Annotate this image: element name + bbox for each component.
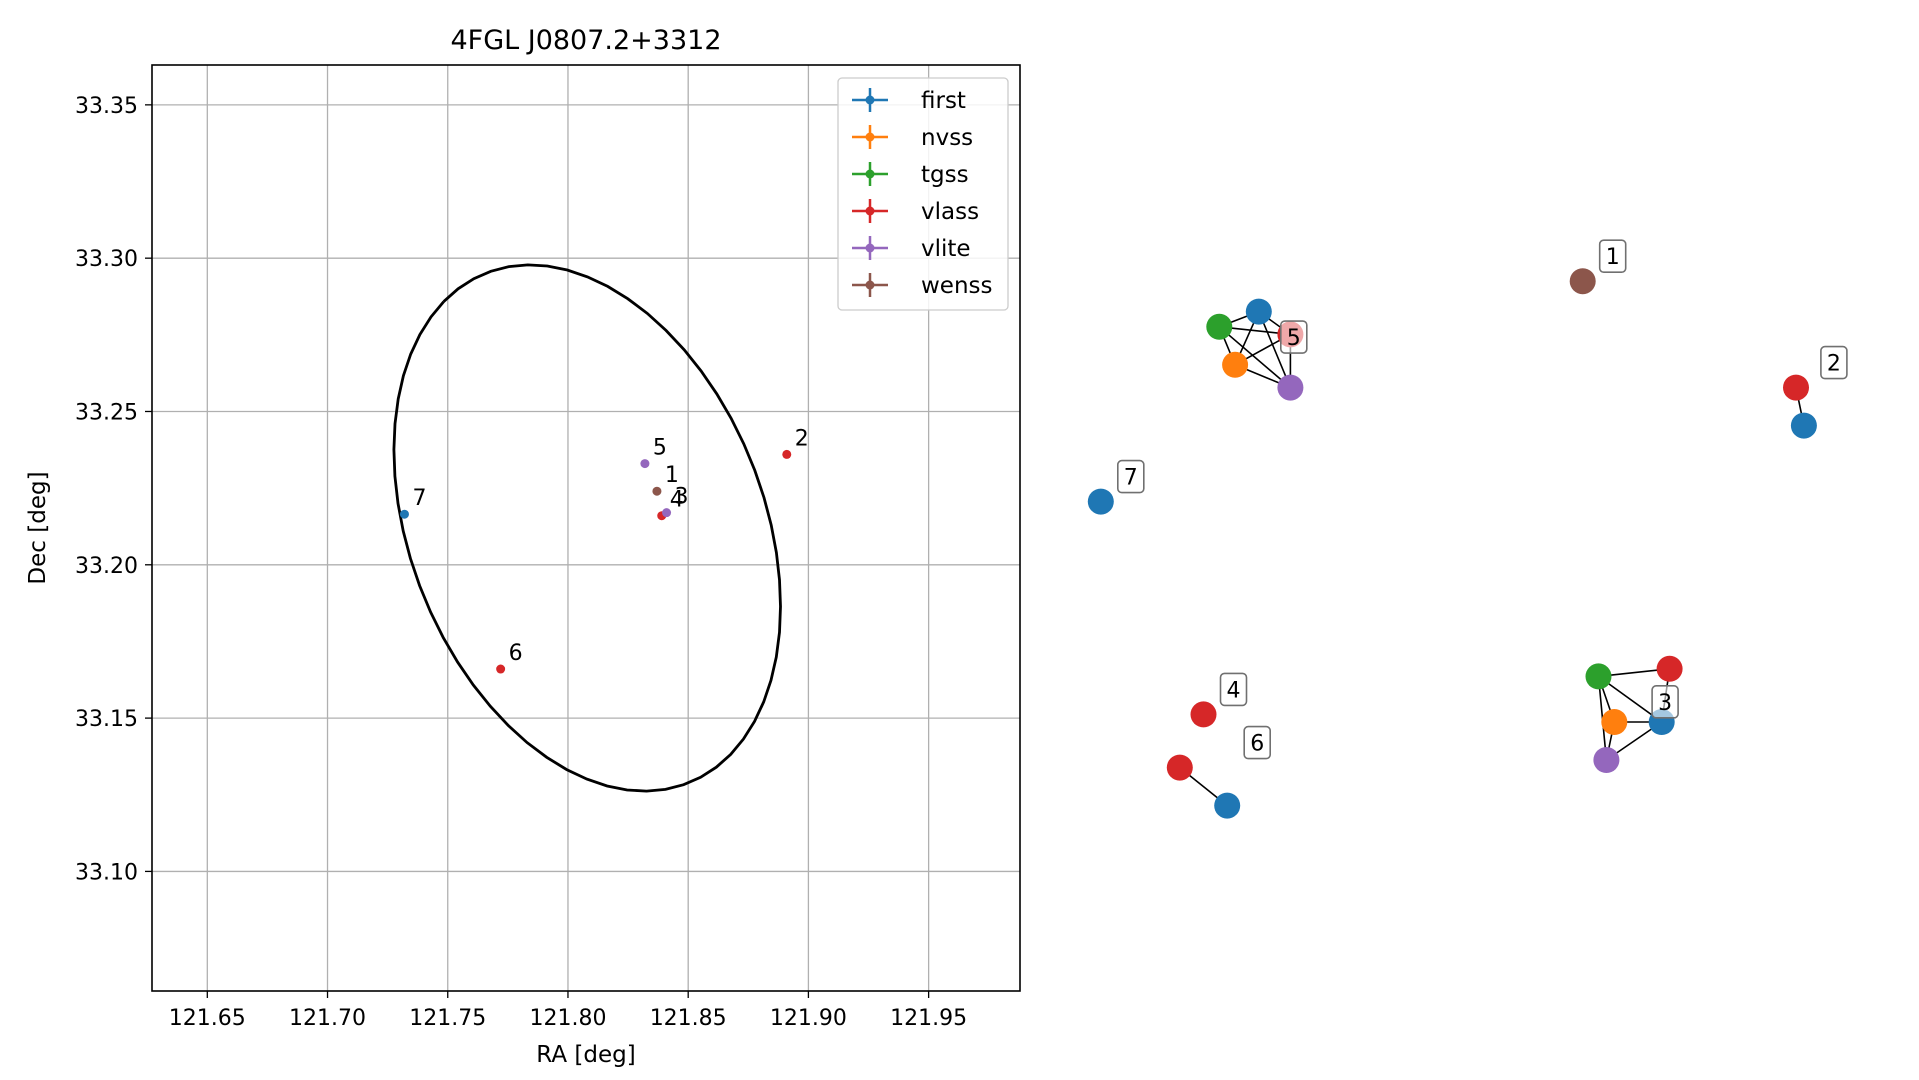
- axis-ticks: 121.65 121.70 121.75 121.80 121.85 121.90 121.…: [75, 94, 967, 1031]
- legend-item-vlass: vlass: [852, 199, 979, 225]
- legend-label: first: [921, 88, 966, 114]
- point-vlite: [640, 459, 650, 469]
- legend: first nvss tgss vlass vlite wenss: [837, 77, 1009, 311]
- network-cluster-label: 6: [1243, 725, 1271, 760]
- point-vlass: [496, 664, 506, 674]
- y-tick-label: 33.20: [75, 554, 138, 579]
- network-node-vlass: [1166, 754, 1193, 781]
- network-node-first: [1790, 412, 1817, 439]
- y-tick-label: 33.25: [75, 400, 138, 425]
- network-nodes: [1087, 268, 1817, 819]
- point-label: 6: [509, 641, 523, 666]
- legend-label: wenss: [921, 273, 993, 299]
- x-tick-label: 121.95: [890, 1006, 967, 1031]
- network-edge: [1218, 326, 1291, 389]
- x-tick-label: 121.85: [650, 1006, 727, 1031]
- uncertainty-ellipse-outline: [392, 263, 782, 793]
- network-node-tgss: [1206, 313, 1233, 340]
- x-tick-label: 121.80: [529, 1006, 606, 1031]
- x-tick-label: 121.65: [169, 1006, 246, 1031]
- network-label-text: 5: [1287, 326, 1301, 351]
- network-cluster-label: 4: [1219, 672, 1248, 707]
- network-label-box: [1219, 672, 1248, 707]
- legend-marker: [865, 243, 875, 253]
- network-label-box: [1280, 320, 1308, 354]
- network-node-tgss: [1585, 663, 1612, 690]
- network-node-vlite: [1277, 374, 1304, 401]
- legend-marker: [865, 169, 875, 179]
- point-vlite: [662, 508, 672, 518]
- legend-item-first: first: [852, 88, 966, 114]
- network-cluster-label: 7: [1117, 459, 1145, 494]
- network-cluster-label: 2: [1820, 345, 1848, 380]
- network-node-nvss: [1222, 351, 1249, 378]
- network-label-text: 1: [1606, 245, 1620, 270]
- y-axis-label: Dec [deg]: [25, 471, 51, 584]
- legend-label: vlass: [921, 199, 979, 225]
- network-label-text: 3: [1658, 691, 1672, 716]
- network-labels: 1 2 3 4 5 6 7: [1117, 239, 1848, 760]
- chart-title: 4FGL J0807.2+3312: [450, 25, 721, 56]
- network-label-box: [1243, 725, 1271, 760]
- uncertainty-ellipse: [392, 263, 782, 793]
- network-edge: [1258, 311, 1292, 388]
- x-tick-label: 121.70: [289, 1006, 366, 1031]
- data-points: [399, 449, 792, 674]
- network-label-text: 6: [1250, 732, 1264, 757]
- network-label-box: [1117, 459, 1145, 494]
- network-node-first: [1214, 792, 1241, 819]
- network-cluster-label: 5: [1280, 320, 1308, 354]
- y-tick-label: 33.10: [75, 860, 138, 885]
- plot-frame: [151, 64, 1021, 992]
- legend-label: vlite: [921, 236, 971, 262]
- network-node-first: [1245, 298, 1272, 325]
- network-node-first: [1087, 488, 1114, 515]
- legend-marker: [865, 206, 875, 216]
- legend-item-tgss: tgss: [852, 162, 969, 188]
- match-network-graph: 1 2 3 4 5 6 7: [1087, 239, 1848, 819]
- y-tick-label: 33.30: [75, 247, 138, 272]
- legend-marker: [865, 95, 875, 105]
- network-cluster-label: 3: [1651, 685, 1679, 719]
- network-label-box: [1651, 685, 1679, 719]
- point-label: 3: [675, 485, 689, 510]
- point-label: 1: [665, 463, 679, 488]
- point-label: 2: [795, 426, 809, 451]
- point-vlass: [782, 449, 792, 459]
- legend-item-nvss: nvss: [852, 125, 973, 151]
- x-axis-label: RA [deg]: [536, 1042, 635, 1068]
- network-node-wenss: [1569, 268, 1596, 295]
- legend-label: nvss: [921, 125, 973, 151]
- network-label-box: [1598, 239, 1627, 273]
- point-first: [399, 509, 409, 519]
- point-label: 5: [653, 436, 667, 461]
- network-node-vlite: [1593, 747, 1620, 773]
- network-label-text: 4: [1227, 678, 1241, 703]
- network-node-vlass: [1656, 655, 1683, 682]
- network-label-box: [1820, 345, 1848, 380]
- network-node-vlass: [1783, 374, 1809, 401]
- y-tick-label: 33.15: [75, 707, 138, 732]
- legend-item-wenss: wenss: [852, 273, 993, 299]
- legend-marker: [865, 132, 875, 142]
- legend-item-vlite: vlite: [852, 236, 971, 262]
- legend-marker: [865, 280, 875, 290]
- x-tick-label: 121.75: [409, 1006, 486, 1031]
- network-label-text: 7: [1124, 466, 1138, 491]
- network-node-nvss: [1601, 709, 1628, 735]
- y-tick-label: 33.35: [75, 94, 138, 119]
- network-cluster-label: 1: [1598, 239, 1627, 273]
- point-wenss: [652, 486, 662, 496]
- point-label: 7: [412, 486, 426, 511]
- point-label: 4: [670, 488, 684, 513]
- legend-label: tgss: [921, 162, 969, 188]
- network-node-vlass: [1190, 701, 1217, 728]
- grid: [152, 65, 1020, 991]
- x-tick-label: 121.90: [770, 1006, 847, 1031]
- network-label-text: 2: [1827, 352, 1841, 377]
- point-labels: 1 2 34 5 6 7: [412, 426, 808, 666]
